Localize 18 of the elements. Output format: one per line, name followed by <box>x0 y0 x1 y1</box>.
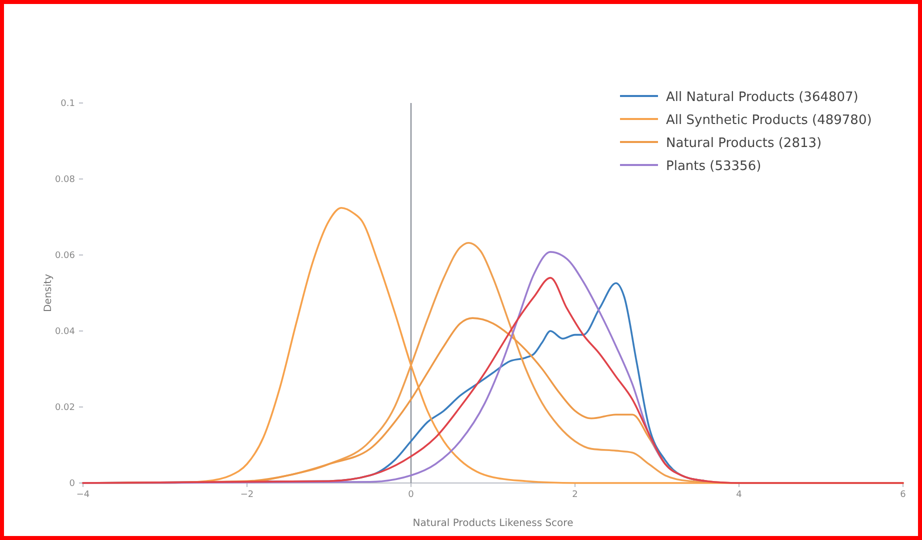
y-tick-label: 0.1 <box>60 99 75 109</box>
y-tick-label: 0.02 <box>54 403 75 413</box>
x-axis-title: Natural Products Likeness Score <box>412 518 574 529</box>
x-tick-label: 0 <box>408 490 414 500</box>
y-tick-label: 0.06 <box>54 251 76 261</box>
y-tick-label: 0.04 <box>54 327 76 337</box>
y-tick-label: 0.08 <box>54 175 76 185</box>
legend-label: Natural Products (2813) <box>666 136 822 151</box>
y-axis-title: Density <box>43 274 54 312</box>
x-tick-label: 4 <box>736 490 742 500</box>
y-tick-label: 0 <box>69 479 76 489</box>
legend-label: All Natural Products (364807) <box>666 90 858 105</box>
legend-label: All Synthetic Products (489780) <box>666 113 872 128</box>
x-tick-label: 2 <box>572 490 578 500</box>
x-tick-label: 6 <box>900 490 906 500</box>
x-tick-label: −2 <box>240 490 254 500</box>
legend-label: Plants (53356) <box>666 159 762 174</box>
x-tick-label: −4 <box>76 490 90 500</box>
